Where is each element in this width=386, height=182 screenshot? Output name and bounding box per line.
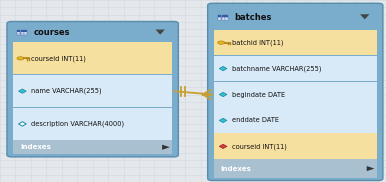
Bar — [214, 133, 377, 159]
Text: Indexes: Indexes — [221, 166, 252, 172]
Text: enddate DATE: enddate DATE — [232, 117, 279, 123]
Bar — [225, 15, 228, 17]
Text: batchname VARCHAR(255): batchname VARCHAR(255) — [232, 65, 321, 72]
Bar — [13, 140, 172, 154]
Bar — [13, 75, 172, 107]
Text: description VARCHAR(4000): description VARCHAR(4000) — [31, 121, 124, 127]
Polygon shape — [156, 29, 165, 35]
Bar — [222, 19, 225, 20]
Bar — [17, 30, 20, 32]
Polygon shape — [367, 166, 374, 171]
Bar — [218, 17, 221, 18]
Bar — [218, 19, 221, 20]
Bar — [214, 82, 377, 107]
Text: batches: batches — [235, 13, 272, 22]
Bar — [214, 159, 377, 178]
Text: courses: courses — [34, 28, 71, 37]
Polygon shape — [19, 122, 26, 126]
Polygon shape — [162, 145, 170, 150]
Polygon shape — [219, 144, 227, 149]
Bar — [24, 30, 27, 32]
Bar — [17, 34, 20, 35]
Bar — [214, 30, 377, 55]
Text: name VARCHAR(255): name VARCHAR(255) — [31, 88, 102, 94]
FancyBboxPatch shape — [208, 3, 383, 181]
Text: Indexes: Indexes — [20, 144, 51, 150]
Polygon shape — [19, 89, 26, 93]
Bar — [222, 17, 225, 18]
Bar — [225, 17, 228, 18]
Circle shape — [17, 57, 24, 60]
Polygon shape — [360, 14, 369, 19]
Polygon shape — [219, 66, 227, 71]
Text: begindate DATE: begindate DATE — [232, 92, 285, 98]
Text: courseid INT(11): courseid INT(11) — [31, 55, 86, 62]
Bar — [13, 42, 172, 74]
Polygon shape — [219, 118, 227, 123]
FancyBboxPatch shape — [7, 21, 178, 157]
Bar — [21, 32, 24, 33]
Circle shape — [218, 41, 225, 44]
Bar — [13, 108, 172, 140]
Bar — [225, 19, 228, 20]
Polygon shape — [219, 92, 227, 97]
Bar — [21, 34, 24, 35]
Bar — [214, 107, 377, 133]
Bar — [24, 34, 27, 35]
Bar — [218, 15, 221, 17]
Bar — [21, 30, 24, 32]
Bar — [222, 15, 225, 17]
Bar — [24, 32, 27, 33]
Bar — [17, 32, 20, 33]
Text: courseid INT(11): courseid INT(11) — [232, 143, 286, 150]
Bar — [214, 56, 377, 81]
Text: batchid INT(11): batchid INT(11) — [232, 39, 283, 46]
